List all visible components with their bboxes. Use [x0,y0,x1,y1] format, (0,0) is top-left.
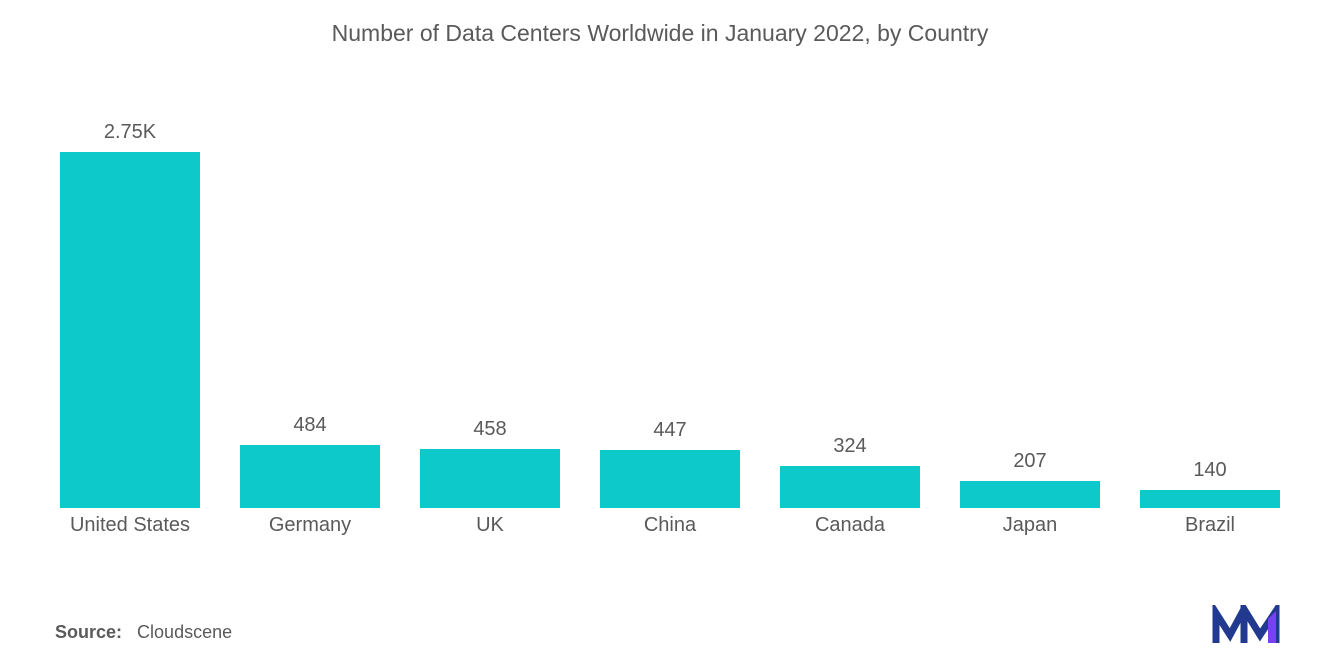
bar-rect [240,445,380,508]
bar-value-label: 484 [293,414,326,437]
bar-value-label: 458 [473,418,506,441]
source-attribution: Source: Cloudscene [55,622,232,643]
bar-column: 458 UK [400,117,580,537]
bar-column: 324 Canada [760,117,940,537]
bar-value-label: 2.75K [104,121,156,144]
brand-logo [1212,605,1282,647]
bar-category-label: Brazil [1185,514,1235,537]
bar-rect [1140,490,1280,508]
bar-rect [60,152,200,508]
bar-category-label: Japan [1003,514,1058,537]
bar-category-label: United States [70,514,190,537]
bar-category-label: Canada [815,514,885,537]
bar-category-label: Germany [269,514,351,537]
chart-plot-area: 2.75K United States 484 Germany 458 UK 447 Chin… [40,117,1300,537]
bar-rect [960,481,1100,508]
bar-value-label: 207 [1013,450,1046,473]
bar-column: 207 Japan [940,117,1120,537]
chart-container: Number of Data Centers Worldwide in Janu… [0,0,1320,665]
bar-value-label: 140 [1193,459,1226,482]
bar-category-label: China [644,514,696,537]
source-text: Cloudscene [137,622,232,642]
bar-value-label: 324 [833,435,866,458]
bar-column: 140 Brazil [1120,117,1300,537]
source-label: Source: [55,622,122,642]
bar-column: 484 Germany [220,117,400,537]
bar-rect [780,466,920,508]
bar-category-label: UK [476,514,504,537]
bar-rect [600,450,740,508]
bar-value-label: 447 [653,419,686,442]
bar-column: 2.75K United States [40,117,220,537]
bar-column: 447 China [580,117,760,537]
bar-rect [420,449,560,508]
chart-title: Number of Data Centers Worldwide in Janu… [40,20,1280,47]
